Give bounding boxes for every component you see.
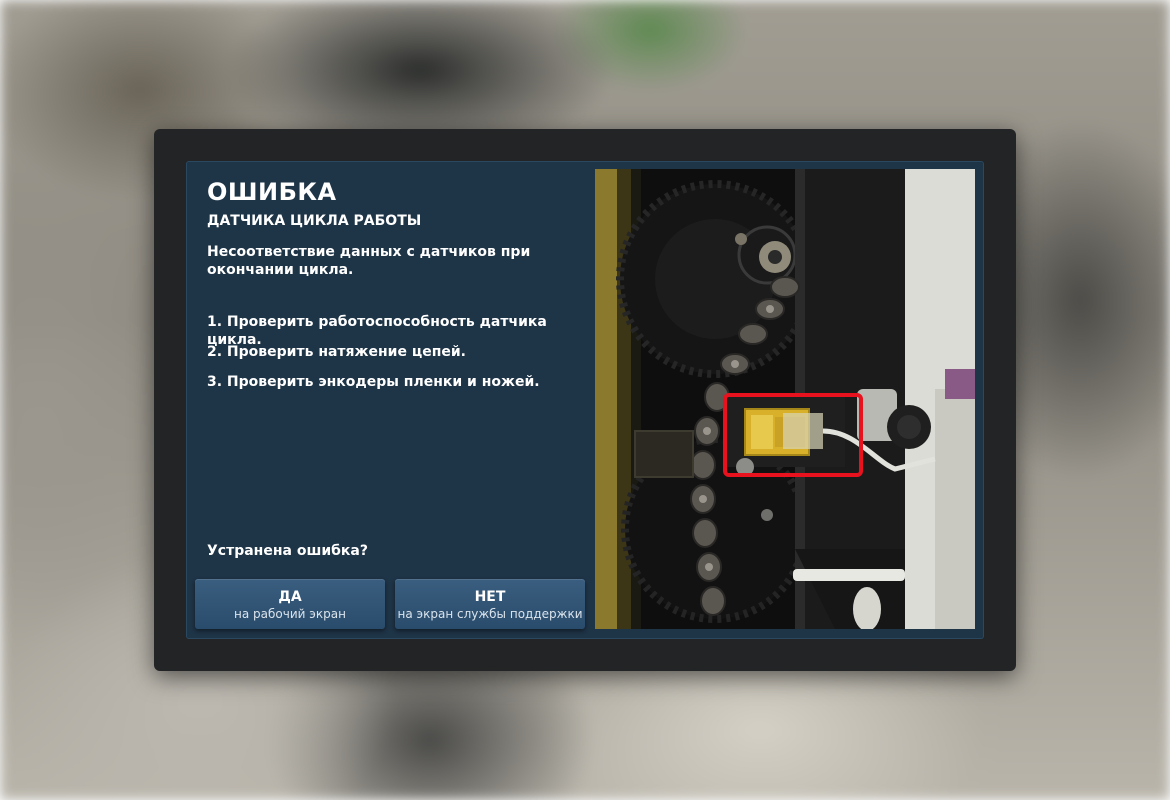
no-button-sublabel: на экран службы поддержки [397, 607, 583, 621]
monitor-bezel: ОШИБКА ДАТЧИКА ЦИКЛА РАБОТЫ Несоответств… [154, 129, 1016, 671]
sensor-photo-illustration [595, 169, 975, 629]
no-button[interactable]: НЕТ на экран службы поддержки [395, 579, 585, 629]
step-item: 3. Проверить энкодеры пленки и ножей. [207, 374, 540, 390]
yes-button-label: ДА [278, 589, 302, 605]
sensor-highlight-frame [723, 393, 863, 477]
error-subtitle: ДАТЧИКА ЦИКЛА РАБОТЫ [207, 213, 422, 229]
no-button-label: НЕТ [474, 589, 506, 605]
resolved-question: Устранена ошибка? [207, 543, 368, 559]
step-item: 2. Проверить натяжение цепей. [207, 344, 466, 360]
yes-button-sublabel: на рабочий экран [234, 607, 346, 621]
troubleshooting-steps: 1. Проверить работоспособность датчика ц… [207, 313, 594, 403]
error-description: Несоответствие данных с датчиков при око… [207, 244, 531, 278]
step-item: 1. Проверить работоспособность датчика ц… [207, 314, 547, 348]
sensor-photo [595, 169, 975, 629]
error-screen: ОШИБКА ДАТЧИКА ЦИКЛА РАБОТЫ Несоответств… [186, 161, 984, 639]
yes-button[interactable]: ДА на рабочий экран [195, 579, 385, 629]
error-title: ОШИБКА [207, 178, 337, 206]
error-text-panel: ОШИБКА ДАТЧИКА ЦИКЛА РАБОТЫ Несоответств… [186, 161, 594, 639]
